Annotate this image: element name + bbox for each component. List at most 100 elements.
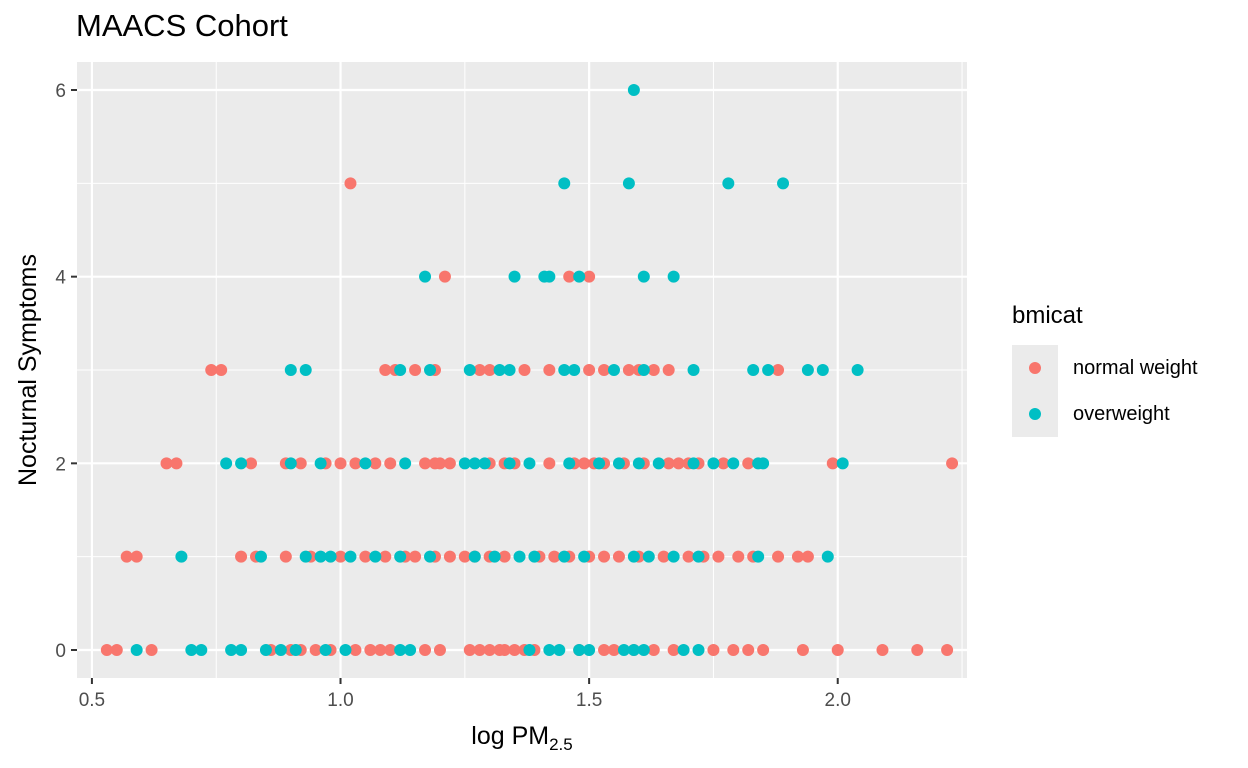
point-overweight — [612, 457, 625, 470]
point-overweight — [369, 550, 382, 563]
point-overweight — [175, 550, 188, 563]
point-normal-weight — [598, 364, 611, 376]
point-normal-weight — [801, 550, 814, 563]
legend-dot-overweight — [1029, 408, 1041, 420]
x-axis-title-main: log PM — [471, 722, 549, 750]
point-normal-weight — [657, 550, 670, 563]
legend-label-overweight: overweight — [1073, 403, 1170, 425]
x-axis: 0.5 1.0 1.5 2.0 — [79, 678, 851, 711]
point-overweight — [563, 457, 576, 470]
point-normal-weight — [757, 644, 770, 656]
point-normal-weight — [279, 550, 292, 563]
point-overweight — [235, 644, 248, 656]
point-overweight — [259, 644, 272, 656]
point-overweight — [627, 644, 640, 656]
point-normal-weight — [359, 550, 372, 563]
point-normal-weight — [543, 457, 556, 470]
x-axis-title: log PM2.5 — [471, 722, 572, 754]
point-overweight — [593, 457, 606, 470]
point-overweight — [687, 364, 700, 376]
point-overweight — [637, 270, 650, 283]
point-normal-weight — [612, 550, 625, 563]
point-normal-weight — [369, 457, 382, 470]
point-normal-weight — [742, 457, 755, 470]
point-normal-weight — [667, 644, 680, 656]
point-normal-weight — [483, 364, 496, 376]
point-normal-weight — [583, 270, 596, 283]
point-normal-weight — [772, 364, 785, 376]
point-normal-weight — [831, 644, 844, 656]
point-normal-weight — [364, 644, 377, 656]
point-normal-weight — [498, 550, 511, 563]
point-overweight — [836, 457, 849, 470]
point-overweight — [622, 177, 635, 190]
point-overweight — [747, 364, 760, 376]
point-normal-weight — [826, 457, 839, 470]
point-overweight — [642, 550, 655, 563]
point-normal-weight — [205, 364, 218, 376]
legend-key-overweight — [1012, 391, 1058, 437]
point-overweight — [284, 457, 297, 470]
point-normal-weight — [379, 364, 392, 376]
point-normal-weight — [622, 364, 635, 376]
point-overweight — [722, 177, 735, 190]
point-overweight — [692, 550, 705, 563]
point-normal-weight — [145, 644, 158, 656]
point-normal-weight — [473, 644, 486, 656]
point-overweight — [404, 644, 417, 656]
point-overweight — [324, 550, 337, 563]
point-overweight — [289, 644, 302, 656]
point-overweight — [419, 270, 432, 283]
point-normal-weight — [791, 550, 804, 563]
y-tick-label: 0 — [55, 641, 66, 662]
point-normal-weight — [607, 644, 620, 656]
point-overweight — [394, 550, 407, 563]
point-normal-weight — [796, 644, 809, 656]
point-normal-weight — [235, 550, 248, 563]
point-overweight — [558, 550, 571, 563]
data-points — [100, 84, 959, 656]
point-normal-weight — [548, 550, 561, 563]
point-overweight — [344, 550, 357, 563]
point-overweight — [359, 457, 372, 470]
x-tick-label: 1.0 — [327, 690, 353, 711]
point-overweight — [493, 364, 506, 376]
point-normal-weight — [682, 550, 695, 563]
point-normal-weight — [458, 550, 471, 563]
y-axis: 0 2 4 6 — [55, 81, 77, 662]
point-overweight — [523, 644, 536, 656]
x-axis-title-subscript: 2.5 — [549, 735, 573, 754]
point-normal-weight — [911, 644, 924, 656]
point-overweight — [235, 457, 248, 470]
point-overweight — [667, 270, 680, 283]
point-normal-weight — [374, 644, 387, 656]
point-overweight — [488, 550, 501, 563]
point-overweight — [130, 644, 143, 656]
point-overweight — [523, 457, 536, 470]
point-normal-weight — [563, 270, 576, 283]
point-overweight — [528, 550, 541, 563]
legend-label-normal-weight: normal weight — [1073, 357, 1198, 379]
point-overweight — [578, 550, 591, 563]
point-overweight — [752, 550, 765, 563]
y-tick-label: 6 — [55, 81, 66, 102]
point-normal-weight — [662, 364, 675, 376]
point-normal-weight — [419, 644, 432, 656]
point-overweight — [299, 550, 312, 563]
point-normal-weight — [647, 644, 660, 656]
point-normal-weight — [598, 644, 611, 656]
point-normal-weight — [543, 364, 556, 376]
y-tick-label: 2 — [55, 454, 66, 475]
point-overweight — [478, 457, 491, 470]
point-normal-weight — [483, 644, 496, 656]
point-overweight — [424, 364, 437, 376]
point-overweight — [607, 364, 620, 376]
point-overweight — [627, 84, 640, 96]
point-overweight — [424, 550, 437, 563]
point-normal-weight — [215, 364, 228, 376]
point-normal-weight — [379, 550, 392, 563]
point-overweight — [503, 457, 516, 470]
point-overweight — [185, 644, 198, 656]
point-normal-weight — [946, 457, 959, 470]
point-normal-weight — [384, 457, 397, 470]
